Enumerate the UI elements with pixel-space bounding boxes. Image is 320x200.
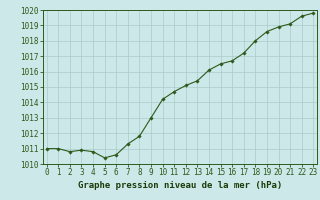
X-axis label: Graphe pression niveau de la mer (hPa): Graphe pression niveau de la mer (hPa) [78, 181, 282, 190]
